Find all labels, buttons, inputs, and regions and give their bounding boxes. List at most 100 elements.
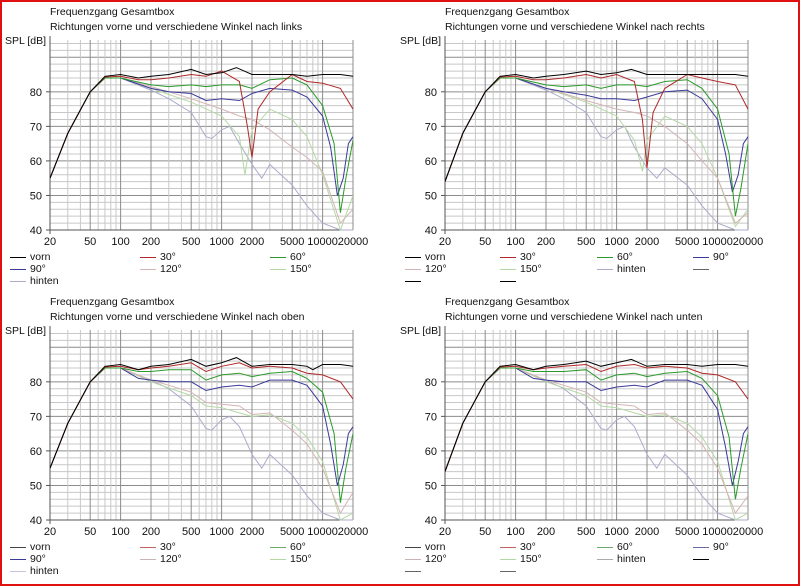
legend-swatch bbox=[10, 546, 26, 548]
legend-item: 90° bbox=[10, 263, 46, 275]
legend-item: 30° bbox=[500, 541, 536, 553]
x-tick-label: 20 bbox=[439, 236, 451, 248]
chart-subtitle: Richtungen vorne und verschiedene Winkel… bbox=[445, 311, 703, 323]
y-tick-label: 50 bbox=[30, 190, 42, 202]
y-tick-label: 70 bbox=[30, 121, 42, 133]
x-tick-label: 2000 bbox=[635, 526, 659, 538]
legend-label: 90° bbox=[713, 541, 729, 553]
chart-panel-oben: Frequenzgang Gesamtbox Richtungen vorne … bbox=[0, 290, 400, 582]
series-line-90deg bbox=[50, 367, 353, 486]
legend-item: vorn bbox=[405, 251, 445, 263]
legend-item: vorn bbox=[10, 541, 50, 553]
legend-label: 150° bbox=[290, 553, 312, 565]
legend-label: 90° bbox=[30, 553, 46, 565]
legend-item: 120° bbox=[140, 263, 182, 275]
series-line-120deg bbox=[50, 77, 353, 225]
legend-label: 120° bbox=[425, 553, 447, 565]
legend-label: hinten bbox=[30, 275, 59, 287]
legend-swatch bbox=[10, 558, 26, 560]
y-tick-label: 80 bbox=[425, 87, 437, 99]
legend-label: 30° bbox=[520, 251, 536, 263]
series-line-vorn bbox=[445, 68, 748, 182]
x-tick-label: 200 bbox=[142, 526, 160, 538]
legend-label: vorn bbox=[425, 541, 446, 553]
legend-item: hinten bbox=[597, 553, 646, 565]
series-line-vorn bbox=[50, 67, 353, 179]
legend-label: vorn bbox=[30, 541, 51, 553]
x-tick-label: 100 bbox=[111, 526, 129, 538]
legend-swatch bbox=[405, 256, 421, 258]
legend-item bbox=[693, 553, 713, 565]
legend-swatch bbox=[500, 570, 516, 572]
frequency-response-chart: 40 50 60 70 80 20 50 100 200 500 1000 2000 5000 10000… bbox=[30, 36, 368, 248]
x-tick-label: 10000 bbox=[307, 236, 338, 248]
x-tick-label: 20 bbox=[439, 526, 451, 538]
series-line-90deg bbox=[445, 367, 748, 486]
x-tick-label: 1000 bbox=[209, 526, 233, 538]
legend-label: 30° bbox=[160, 251, 176, 263]
legend-label: 60° bbox=[617, 251, 633, 263]
y-tick-label: 60 bbox=[30, 156, 42, 168]
x-tick-label: 100 bbox=[506, 236, 524, 248]
x-tick-label: 1000 bbox=[604, 526, 628, 538]
y-tick-label: 50 bbox=[425, 480, 437, 492]
legend-item: hinten bbox=[10, 275, 59, 287]
chart-panel-rechts: Frequenzgang Gesamtbox Richtungen vorne … bbox=[395, 0, 795, 292]
x-tick-label: 100 bbox=[111, 236, 129, 248]
legend-item bbox=[405, 275, 425, 287]
series-line-150deg bbox=[445, 77, 748, 228]
legend-swatch bbox=[500, 256, 516, 258]
legend-label: 150° bbox=[520, 553, 542, 565]
legend-item: hinten bbox=[597, 263, 646, 275]
x-tick-label: 200 bbox=[142, 236, 160, 248]
x-tick-label: 5000 bbox=[280, 236, 304, 248]
legend-label: 120° bbox=[160, 553, 182, 565]
x-tick-label: 20000 bbox=[338, 526, 369, 538]
x-tick-label: 20000 bbox=[733, 526, 764, 538]
legend-swatch bbox=[693, 558, 709, 560]
x-tick-label: 50 bbox=[84, 526, 96, 538]
y-tick-label: 40 bbox=[425, 515, 437, 527]
y-tick-label: 70 bbox=[425, 411, 437, 423]
y-tick-label: 60 bbox=[30, 446, 42, 458]
x-tick-label: 50 bbox=[479, 236, 491, 248]
legend-swatch bbox=[405, 280, 421, 282]
series-line-60deg bbox=[445, 367, 748, 500]
legend-swatch bbox=[597, 558, 613, 560]
x-tick-label: 10000 bbox=[307, 526, 338, 538]
legend-swatch bbox=[597, 546, 613, 548]
legend-item: 30° bbox=[140, 541, 176, 553]
chart-title: Frequenzgang Gesamtbox bbox=[445, 296, 570, 308]
legend-item bbox=[500, 565, 520, 577]
legend-swatch bbox=[405, 268, 421, 270]
x-tick-label: 500 bbox=[182, 526, 200, 538]
frequency-response-chart: 40 50 60 70 80 20 50 100 200 500 1000 2000 5000 10000… bbox=[30, 326, 369, 538]
x-tick-label: 5000 bbox=[675, 526, 699, 538]
x-tick-label: 100 bbox=[506, 526, 524, 538]
legend-item: 90° bbox=[693, 541, 729, 553]
x-tick-label: 20000 bbox=[733, 236, 764, 248]
legend-item: 60° bbox=[270, 251, 306, 263]
series-line-60deg bbox=[50, 77, 353, 213]
x-tick-label: 10000 bbox=[702, 526, 733, 538]
x-tick-label: 50 bbox=[479, 526, 491, 538]
y-tick-label: 70 bbox=[30, 411, 42, 423]
legend-item: 30° bbox=[140, 251, 176, 263]
legend-item: 120° bbox=[405, 263, 447, 275]
legend-swatch bbox=[270, 256, 286, 258]
legend-swatch bbox=[693, 268, 709, 270]
legend-label: 90° bbox=[713, 251, 729, 263]
series-line-30deg bbox=[445, 73, 748, 182]
legend-item: 150° bbox=[500, 263, 542, 275]
legend-swatch bbox=[140, 558, 156, 560]
y-tick-label: 60 bbox=[425, 446, 437, 458]
legend-item: 120° bbox=[140, 553, 182, 565]
series-line-30deg bbox=[50, 70, 353, 179]
frequency-response-chart: 40 50 60 70 80 20 50 100 200 500 1000 2000 5000 10000… bbox=[425, 36, 764, 248]
legend-swatch bbox=[693, 256, 709, 258]
legend-swatch bbox=[500, 546, 516, 548]
y-tick-label: 80 bbox=[30, 87, 42, 99]
legend-swatch bbox=[140, 546, 156, 548]
legend-item: vorn bbox=[405, 541, 445, 553]
legend-swatch bbox=[405, 546, 421, 548]
